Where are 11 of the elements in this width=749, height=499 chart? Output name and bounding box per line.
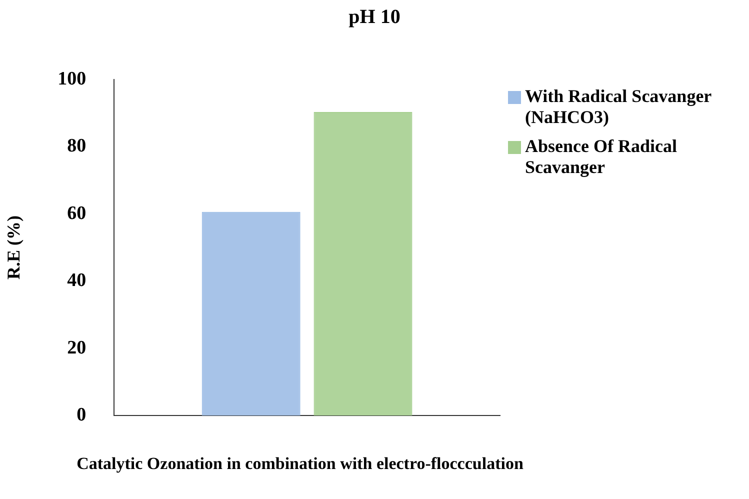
legend-label: With Radical Scavanger (NaHCO3) — [525, 86, 712, 128]
y-tick-label: 20 — [67, 337, 86, 358]
y-tick-label: 100 — [58, 68, 86, 90]
y-tick-label: 80 — [67, 136, 86, 157]
y-tick-label: 60 — [67, 202, 86, 224]
y-axis-title: R.E (%) — [3, 216, 24, 280]
chart-title: pH 10 — [348, 6, 402, 29]
x-axis-title: Catalytic Ozonation in combination with electro-floccculation — [76, 454, 524, 474]
y-tick-label: 0 — [76, 404, 86, 426]
legend-label: Absence Of Radical Scavanger — [525, 136, 678, 178]
y-tick-label: 40 — [67, 270, 86, 292]
